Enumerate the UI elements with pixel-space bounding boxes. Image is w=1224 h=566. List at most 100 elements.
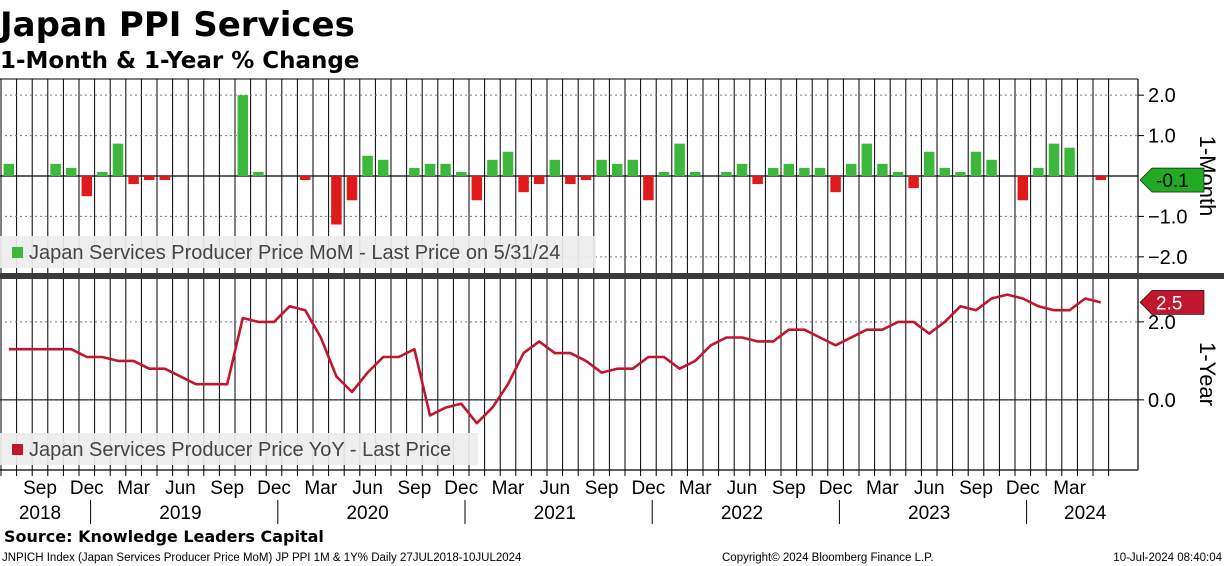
mom-bar: [1048, 143, 1060, 176]
x-month-label: Dec: [444, 478, 478, 499]
mom-bar: [299, 176, 311, 181]
mom-bar: [908, 176, 919, 189]
mom-bar: [892, 171, 904, 176]
x-month-label: Mar: [492, 478, 525, 499]
mom-bar: [50, 163, 61, 176]
x-month-label: Sep: [772, 478, 806, 499]
mom-bar: [845, 163, 857, 176]
x-month-label: Mar: [679, 478, 712, 499]
mom-bar: [939, 167, 951, 176]
x-year-label: 2018: [19, 503, 61, 524]
mom-bar: [65, 167, 77, 176]
mom-bar: [689, 171, 701, 176]
chart-title: Japan PPI Services: [0, 5, 355, 45]
x-month-label: Sep: [397, 478, 431, 499]
x-month-label: Jun: [727, 478, 758, 499]
mom-panel: 2.0 1.0 −1.0 −2.0 Japan Services Producer Pr…: [0, 78, 1220, 273]
mom-bar: [533, 176, 545, 185]
x-month-label: Jun: [914, 478, 945, 499]
mom-bar: [440, 163, 451, 176]
mom-bar: [814, 167, 826, 176]
x-month-label: Jun: [539, 478, 570, 499]
mom-bar: [362, 155, 373, 176]
source-note: Source: Knowledge Leaders Capital: [4, 527, 324, 546]
x-year-label: 2021: [534, 503, 576, 524]
mom-bar: [471, 176, 483, 201]
x-month-label: Mar: [866, 478, 899, 499]
chart-subtitle: 1-Month & 1-Year % Change: [0, 48, 360, 74]
mom-bar: [112, 143, 124, 176]
mom-ytick-label: 2.0: [1148, 85, 1176, 107]
footer-timestamp: 10-Jul-2024 08:40:04: [1113, 552, 1222, 564]
mom-bar: [128, 176, 139, 185]
mom-bar: [377, 159, 389, 176]
yoy-line: [8, 293, 1102, 425]
mom-bar: [611, 163, 623, 176]
x-month-label: Mar: [304, 478, 337, 499]
x-year-label: 2020: [346, 503, 388, 524]
mom-bar: [143, 176, 155, 181]
mom-bar: [97, 171, 108, 176]
x-month-label: Dec: [819, 478, 853, 499]
mom-bar: [331, 176, 342, 225]
yoy-last-value-label: 2.5: [1156, 293, 1182, 314]
mom-bar: [502, 151, 514, 176]
yoy-legend-label: Japan Services Producer Price YoY - Last…: [29, 439, 451, 461]
mom-bar: [627, 159, 639, 176]
mom-legend-label: Japan Services Producer Price MoM - Last…: [29, 242, 560, 264]
mom-bar: [518, 176, 529, 193]
mom-ytick-label: 1.0: [1148, 126, 1176, 148]
mom-bar: [159, 176, 171, 181]
mom-bar: [752, 176, 763, 185]
yoy-legend-box: [0, 433, 478, 465]
x-year-label: 2024: [1064, 503, 1107, 524]
mom-bar: [409, 167, 420, 176]
footer-index-info: JNPICH Index (Japan Services Producer Pr…: [2, 552, 522, 564]
mom-bar: [596, 159, 607, 176]
x-month-label: Sep: [23, 478, 57, 499]
x-month-label: Jun: [165, 478, 196, 499]
x-month-label: Sep: [210, 478, 244, 499]
yoy-axis-label: 1-Year: [1195, 342, 1220, 406]
mom-bar: [674, 143, 685, 176]
yoy-last-value-badge: [1139, 290, 1205, 315]
yoy-ytick-label: 0.0: [1148, 390, 1176, 412]
mom-bar: [487, 159, 498, 176]
mom-bar: [643, 176, 654, 201]
mom-bar: [346, 176, 358, 201]
mom-last-value-badge: [1139, 167, 1205, 193]
mom-legend-box: [0, 236, 596, 268]
x-month-label: Dec: [632, 478, 666, 499]
mom-last-value-label: -0.1: [1156, 171, 1189, 192]
x-axis: Sep Dec Mar Jun Sep Dec Mar Jun Sep Dec Mar Jun Sep D…: [0, 470, 1110, 524]
mom-bar: [783, 163, 795, 176]
mom-bar: [767, 167, 779, 176]
mom-bar: [237, 95, 249, 176]
mom-bar: [549, 159, 561, 176]
mom-bar: [877, 163, 888, 176]
mom-bar: [1064, 147, 1075, 176]
mom-bar: [1095, 176, 1107, 181]
mom-bar: [736, 163, 748, 176]
x-year-label: 2022: [721, 503, 763, 524]
panel-separator: [0, 273, 1224, 279]
mom-bar: [986, 159, 997, 176]
x-month-label: Dec: [70, 478, 104, 499]
x-month-label: Jun: [352, 478, 383, 499]
mom-bar: [455, 171, 467, 176]
mom-bar: [580, 176, 592, 181]
mom-bar: [1017, 176, 1029, 201]
mom-bar: [81, 176, 93, 197]
mom-bar: [565, 176, 576, 185]
x-month-label: Sep: [959, 478, 993, 499]
x-month-label: Dec: [1006, 478, 1040, 499]
footer-copyright: Copyright© 2024 Bloomberg Finance L.P.: [722, 552, 934, 564]
mom-legend-swatch: [12, 247, 23, 258]
mom-ytick-label: −1.0: [1148, 206, 1187, 228]
mom-bar: [970, 151, 982, 176]
yoy-ytick-label: 2.0: [1148, 312, 1176, 334]
x-month-label: Mar: [1053, 478, 1086, 499]
x-year-label: 2023: [908, 503, 950, 524]
mom-bar: [955, 171, 966, 176]
